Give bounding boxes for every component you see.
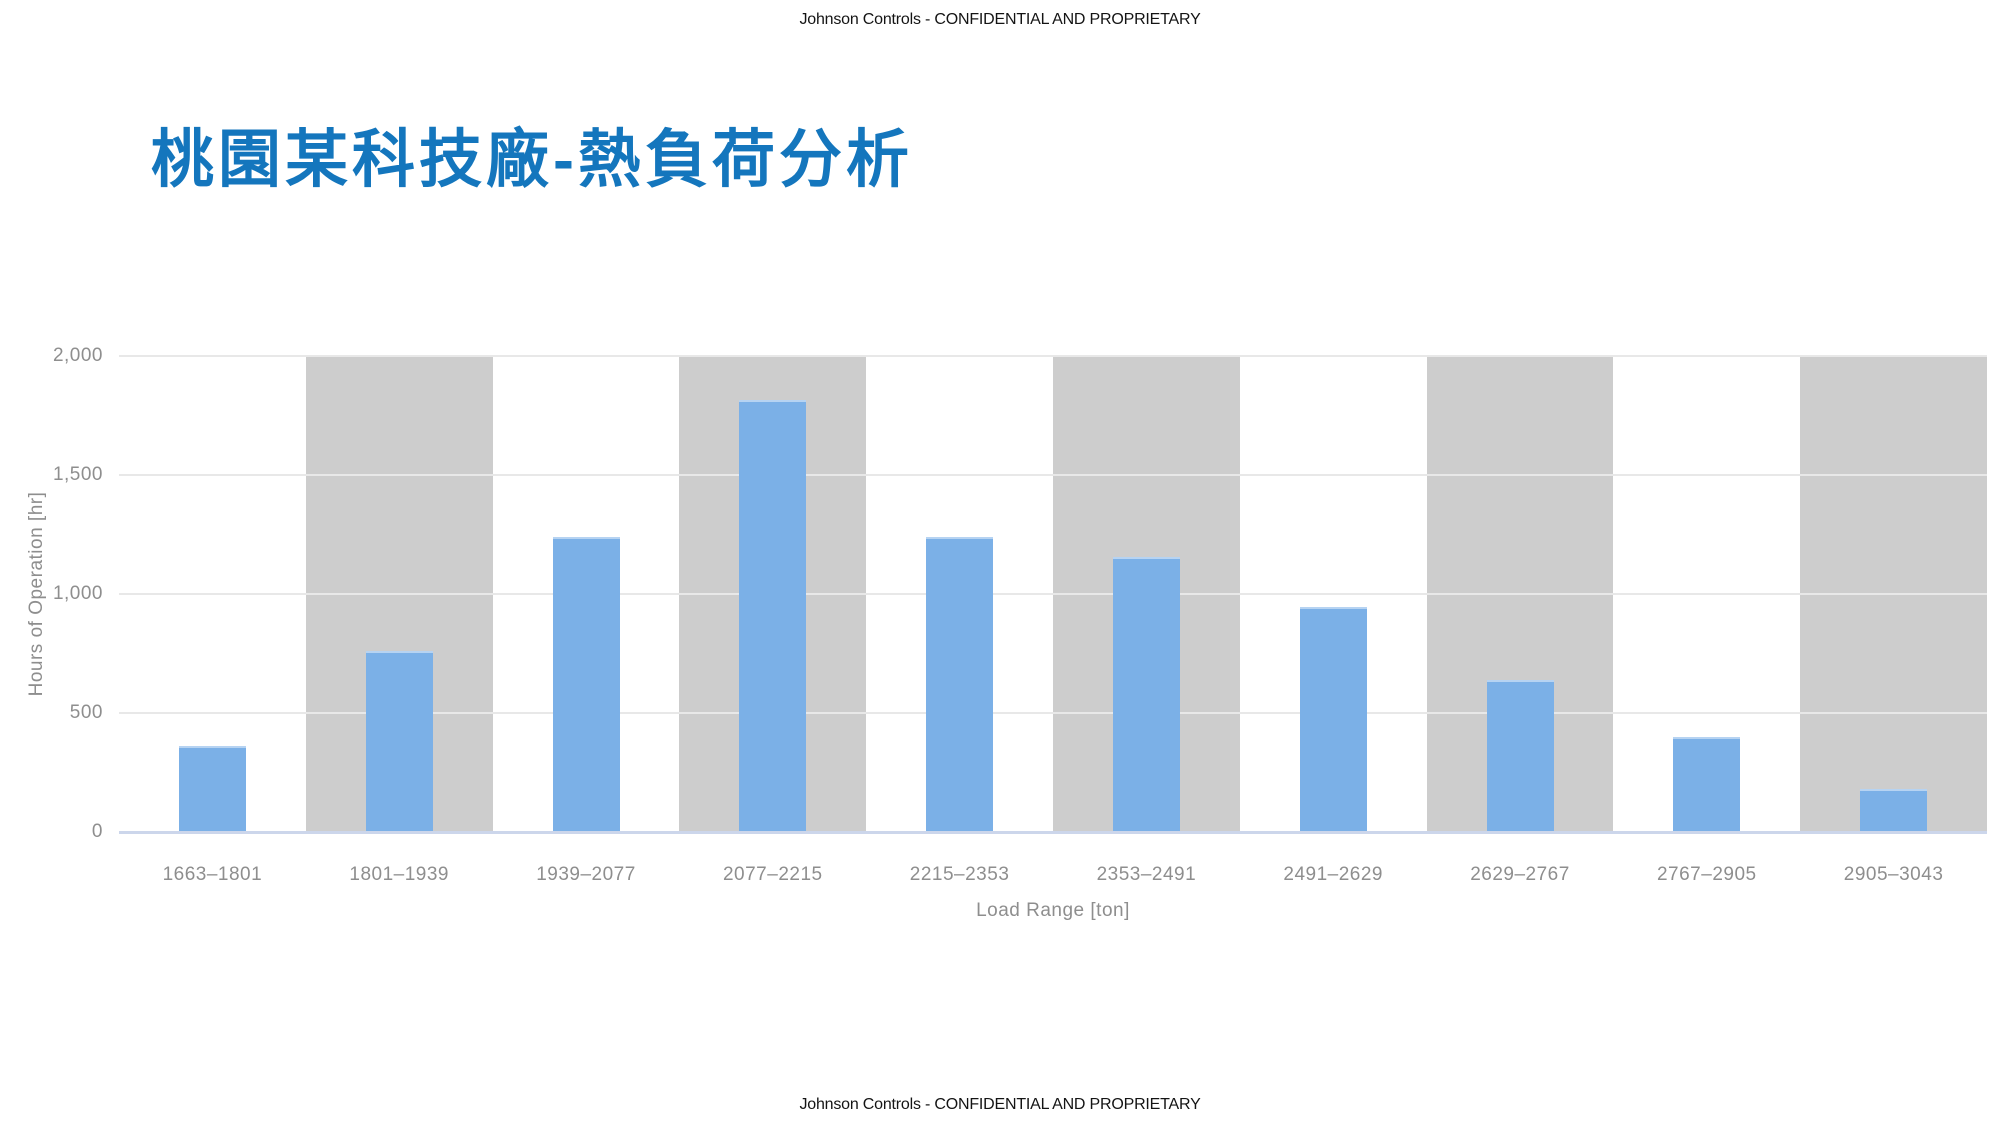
bar-2629–2767 (1486, 679, 1554, 832)
confidentiality-header: Johnson Controls - CONFIDENTIAL AND PROP… (799, 11, 1201, 28)
x-tick-label: 2905–3043 (1843, 864, 1944, 885)
page-title: 桃園某科技廠-熱負荷分析 (151, 125, 913, 195)
gridline (119, 474, 1987, 476)
gridline (119, 355, 1987, 357)
x-tick-label: 2215–2353 (909, 864, 1010, 885)
x-tick-label: 2491–2629 (1283, 864, 1383, 885)
x-axis-title: Load Range [ton] (976, 900, 1130, 921)
y-tick-label: 500 (69, 702, 103, 723)
bar-1663–1801 (178, 746, 246, 832)
bar-2215–2353 (926, 536, 994, 832)
x-tick-label: 1939–2077 (536, 864, 636, 885)
gridline (119, 712, 1987, 714)
bar-2905–3043 (1860, 789, 1928, 832)
bar-2077–2215 (739, 400, 807, 832)
plot-area (119, 355, 1987, 834)
x-tick-label: 2353–2491 (1096, 864, 1197, 885)
bar-2353–2491 (1112, 557, 1180, 832)
x-axis-line (119, 831, 1987, 834)
x-axis-tick-labels: 1663–1801 1801–1939 1939–2077 2077–2215 2215… (119, 864, 1987, 888)
gridline (119, 593, 1987, 595)
load-range-histogram: Hours of Operation [hr] 0 500 1,000 1,500 2,… (26, 345, 1987, 921)
x-tick-label: 2077–2215 (722, 864, 823, 885)
y-tick-label: 0 (91, 821, 103, 842)
x-tick-label: 1663–1801 (162, 864, 263, 885)
bar-2767–2905 (1673, 736, 1741, 832)
y-tick-label: 2,000 (52, 345, 103, 366)
x-tick-label: 2629–2767 (1470, 864, 1570, 885)
x-tick-label: 1801–1939 (349, 864, 449, 885)
bar-1801–1939 (365, 651, 433, 832)
y-tick-label: 1,000 (52, 583, 103, 604)
y-axis-tick-labels: 0 500 1,000 1,500 2,000 (0, 345, 103, 842)
bar-2491–2629 (1299, 607, 1367, 832)
bar-1939–2077 (552, 536, 620, 832)
confidentiality-footer: Johnson Controls - CONFIDENTIAL AND PROP… (799, 1096, 1201, 1113)
x-tick-label: 2767–2905 (1656, 864, 1757, 885)
y-tick-label: 1,500 (52, 464, 103, 485)
